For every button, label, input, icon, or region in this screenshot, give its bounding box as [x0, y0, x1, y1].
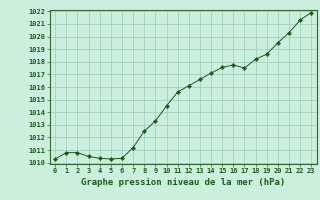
- X-axis label: Graphe pression niveau de la mer (hPa): Graphe pression niveau de la mer (hPa): [81, 178, 285, 187]
